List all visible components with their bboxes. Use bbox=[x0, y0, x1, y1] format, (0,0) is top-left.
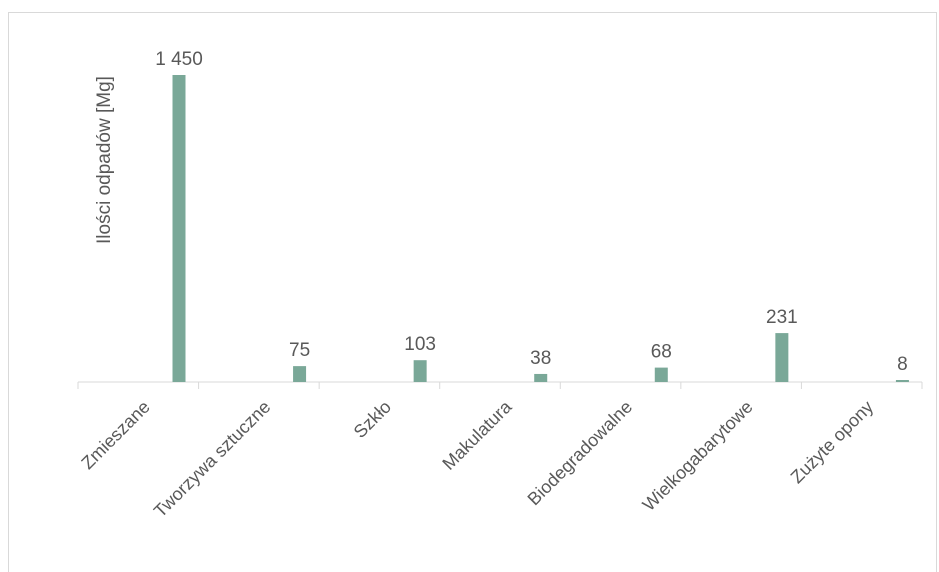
x-tick-label: Szkło bbox=[350, 397, 395, 442]
bar-tworzywa-sztuczne bbox=[293, 366, 307, 382]
x-tick-label: Makulatura bbox=[438, 396, 516, 474]
chart-frame bbox=[8, 12, 937, 572]
data-label: 8 bbox=[897, 354, 908, 375]
data-label: 103 bbox=[404, 334, 436, 355]
y-axis-label: Ilości odpadów [Mg] bbox=[94, 76, 115, 244]
bar-zużyte-opony bbox=[895, 380, 909, 382]
data-label: 68 bbox=[651, 342, 672, 363]
x-tick-label: Tworzywa sztuczne bbox=[150, 397, 274, 521]
x-tick-label: Wielkogabarytowe bbox=[639, 397, 757, 515]
bar-makulatura bbox=[534, 373, 548, 382]
data-label: 38 bbox=[530, 348, 551, 369]
bar-biodegradowalne bbox=[654, 367, 668, 382]
data-label: 1 450 bbox=[155, 49, 203, 70]
bar-zmieszane bbox=[172, 75, 186, 382]
data-label: 231 bbox=[766, 307, 798, 328]
x-tick-label: Biodegradowalne bbox=[524, 397, 637, 510]
bar-wielkogabarytowe bbox=[775, 333, 789, 382]
data-label: 75 bbox=[289, 340, 310, 361]
x-tick-label: Zmieszane bbox=[77, 397, 153, 473]
bar-szkło bbox=[413, 360, 427, 382]
x-tick-label: Zużyte opony bbox=[787, 397, 878, 488]
